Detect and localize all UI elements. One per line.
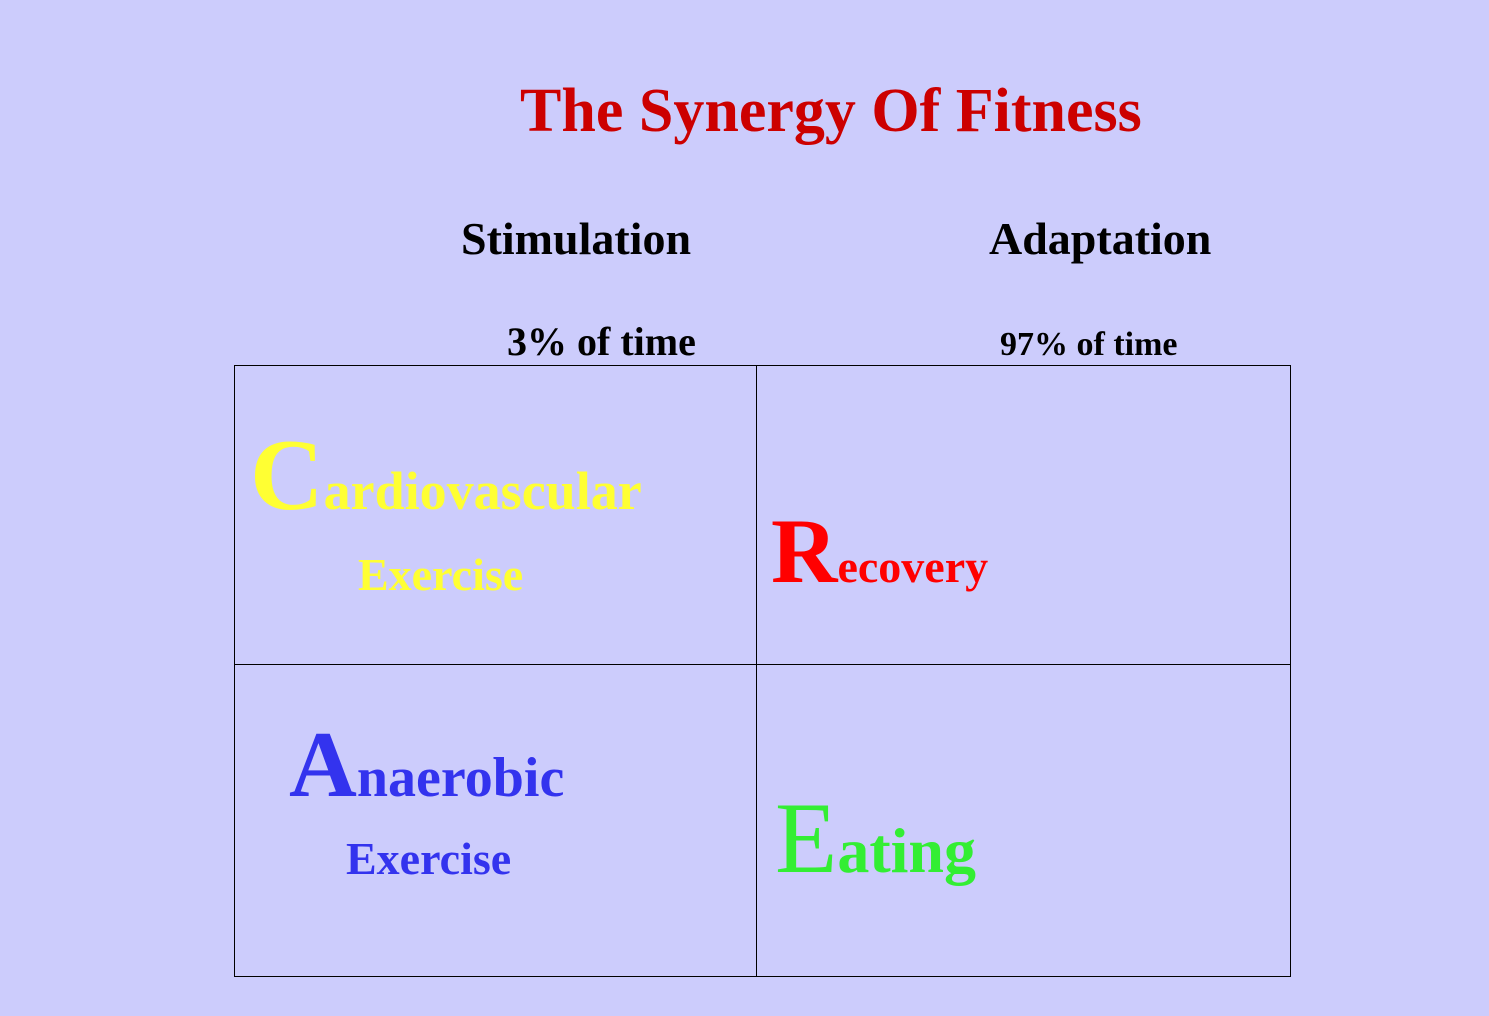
cardiovascular-label: Cardiovascular (250, 425, 642, 527)
cardiovascular-rest: ardiovascular (323, 461, 642, 521)
recovery-label: Recovery (771, 505, 988, 597)
cardiovascular-initial: C (250, 419, 324, 532)
anaerobic-label: Anaerobic (289, 718, 564, 812)
recovery-initial: R (771, 500, 838, 602)
anaerobic-rest: naerobic (356, 747, 565, 809)
eating-label: Eating (775, 788, 976, 890)
grid-vertical-divider (756, 365, 757, 976)
anaerobic-exercise-label: Exercise (346, 833, 512, 884)
stimulation-heading: Stimulation (461, 213, 692, 264)
page-title: The Synergy Of Fitness (520, 77, 1142, 145)
eating-initial: E (775, 782, 838, 895)
stimulation-time-label: 3% of time (507, 319, 696, 364)
adaptation-time-label: 97% of time (1000, 326, 1178, 363)
grid-horizontal-divider (234, 664, 1290, 665)
recovery-rest: ecovery (837, 541, 989, 592)
adaptation-heading: Adaptation (989, 213, 1212, 264)
eating-rest: ating (837, 815, 976, 886)
diagram-grid (234, 365, 1291, 977)
anaerobic-initial: A (289, 713, 357, 817)
cardiovascular-exercise-label: Exercise (358, 549, 524, 600)
